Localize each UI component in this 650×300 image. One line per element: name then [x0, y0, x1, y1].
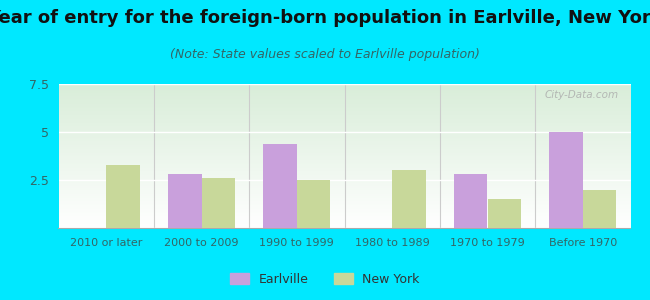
- Bar: [263, 143, 297, 228]
- Legend: Earlville, New York: Earlville, New York: [225, 268, 425, 291]
- Text: Year of entry for the foreign-born population in Earlville, New York: Year of entry for the foreign-born popul…: [0, 9, 650, 27]
- Text: City-Data.com: City-Data.com: [545, 90, 619, 100]
- Bar: [106, 165, 140, 228]
- Bar: [454, 174, 488, 228]
- Bar: [583, 190, 616, 228]
- Bar: [549, 132, 583, 228]
- Bar: [392, 170, 426, 228]
- Text: (Note: State values scaled to Earlville population): (Note: State values scaled to Earlville …: [170, 48, 480, 61]
- Bar: [202, 178, 235, 228]
- Bar: [168, 174, 202, 228]
- Bar: [297, 180, 330, 228]
- Bar: [488, 199, 521, 228]
